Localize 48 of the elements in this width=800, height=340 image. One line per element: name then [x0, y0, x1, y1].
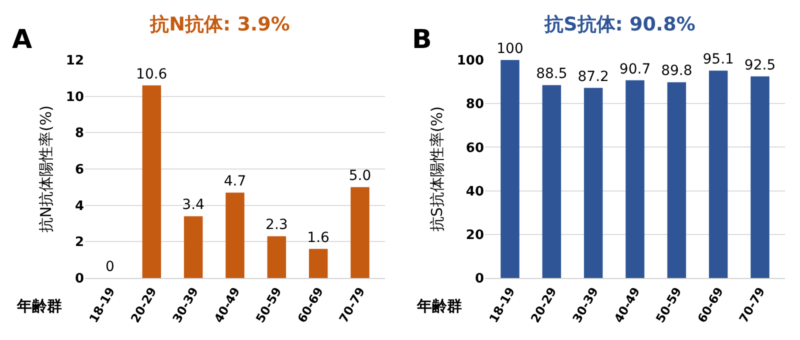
- chart-title: 抗N抗体: 3.9%: [149, 13, 290, 36]
- data-label: 2.3: [266, 217, 288, 234]
- data-label: 90.7: [619, 61, 651, 78]
- y-tick-label: 12: [66, 54, 84, 69]
- y-tick-label: 0: [74, 272, 84, 287]
- y-tick-label: 10: [66, 90, 84, 105]
- y-tick-label: 2: [74, 235, 84, 250]
- data-label: 88.5: [536, 66, 568, 82]
- data-label: 0: [106, 259, 114, 275]
- y-tick-label: 6: [74, 162, 84, 178]
- y-tick-label: 20: [466, 228, 484, 243]
- y-tick-label: 80: [466, 97, 484, 112]
- y-tick-label: 4: [74, 198, 84, 214]
- text: A: [12, 25, 32, 55]
- data-label: 3.4: [182, 197, 205, 214]
- bar: [626, 80, 644, 278]
- bar: [350, 187, 370, 278]
- bar: [184, 216, 203, 278]
- y-tick-label: 40: [466, 184, 484, 200]
- bar: [708, 70, 728, 278]
- data-label: 87.2: [578, 68, 609, 85]
- chart-title: 抗S抗体: 90.8%: [544, 13, 696, 36]
- y-axis-title: 抗N抗体陽性率(%): [37, 105, 56, 233]
- bar: [750, 76, 770, 278]
- data-label: 4.7: [224, 174, 246, 190]
- text: B: [412, 25, 432, 55]
- data-label: 5.0: [348, 168, 372, 184]
- y-tick-label: 60: [466, 140, 484, 156]
- y-tick-label: 100: [456, 54, 484, 69]
- bar: [142, 85, 162, 278]
- bar: [542, 85, 562, 278]
- bar: [584, 88, 603, 278]
- data-label: 95.1: [702, 52, 734, 68]
- data-label: 89.8: [661, 63, 692, 80]
- bar: [226, 192, 244, 278]
- data-label: 92.5: [744, 57, 776, 74]
- x-axis-title: 年齢群: [416, 297, 462, 315]
- x-axis-title: 年齢群: [16, 297, 62, 315]
- bar: [267, 236, 286, 278]
- bar: [308, 248, 328, 278]
- data-label: 100: [496, 41, 524, 57]
- bar: [667, 82, 686, 278]
- data-label: 10.6: [136, 66, 168, 82]
- y-tick-label: 0: [474, 272, 484, 287]
- y-axis-title: 抗S抗体陽性率(%): [428, 106, 446, 232]
- y-tick-label: 8: [74, 126, 84, 142]
- data-label: 1.6: [307, 230, 330, 246]
- bar: [500, 60, 520, 278]
